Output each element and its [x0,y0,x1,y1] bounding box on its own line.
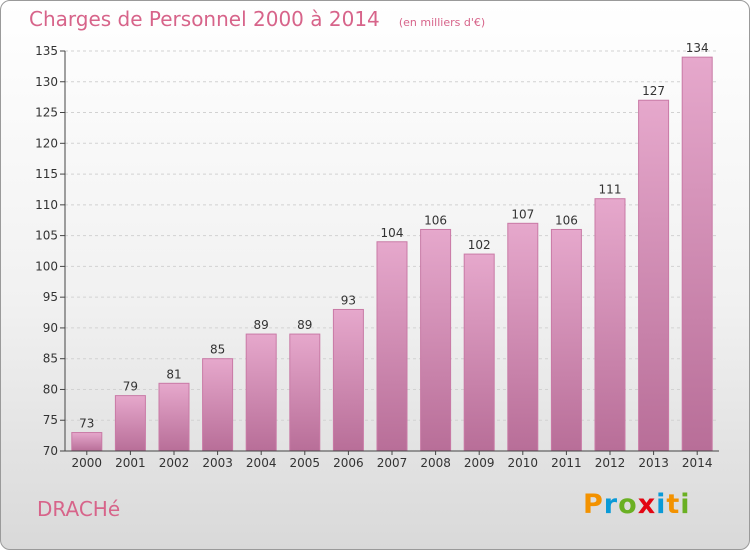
bar-2002 [158,382,190,452]
x-tick-label: 2007 [377,456,408,470]
brand-letter: i [656,489,667,520]
data-label: 106 [555,213,578,227]
data-label: 107 [511,207,534,221]
bar-2014 [681,56,713,452]
data-label: 89 [254,318,269,332]
y-tick-label: 110 [35,198,58,212]
chart-title: Charges de Personnel 2000 à 2014 [29,7,380,31]
y-tick-label: 135 [35,44,58,58]
bar-2006 [332,308,364,452]
bar-2008 [420,228,452,452]
y-tick-label: 75 [43,413,58,427]
brand-letter: x [637,489,657,520]
chart-subtitle: (en milliers d'€) [398,16,486,29]
data-label: 93 [341,293,356,307]
bar-2005 [289,333,321,452]
y-tick-label: 70 [43,444,58,458]
bar-2010 [507,222,539,452]
bar-2000 [71,432,103,452]
bars [71,56,713,452]
brand-letter: t [666,489,681,520]
brand-logo: Proxiti [583,489,691,520]
x-tick-label: 2014 [682,456,713,470]
x-tick-label: 2000 [72,456,103,470]
x-tick-label: 2004 [246,456,277,470]
bar-2009 [463,253,495,452]
y-tick-label: 95 [43,290,58,304]
data-label: 111 [599,183,622,197]
x-tick-label: 2012 [595,456,626,470]
data-label: 89 [297,318,312,332]
x-tick-label: 2009 [464,456,495,470]
y-tick-label: 130 [35,75,58,89]
bar-2013 [638,99,670,452]
x-tick-label: 2011 [551,456,582,470]
y-tick-label: 115 [35,167,58,181]
commune-name: DRACHé [37,497,121,521]
x-tick-label: 2008 [420,456,451,470]
x-tick-label: 2005 [290,456,321,470]
x-tick-label: 2003 [202,456,233,470]
data-label: 104 [381,226,404,240]
bar-2001 [114,395,146,452]
y-tick-label: 120 [35,136,58,150]
bar-2007 [376,241,408,452]
bar-2004 [245,333,277,452]
data-label: 134 [686,41,709,55]
axes [60,50,719,455]
data-label: 81 [166,367,181,381]
data-label: 79 [123,380,138,394]
y-tick-label: 125 [35,106,58,120]
data-label: 106 [424,213,447,227]
data-label: 85 [210,343,225,357]
labels: 70 75 80 85 90 95 100 105 110 115 120 125 130 135 2000… [35,41,712,470]
y-tick-label: 80 [43,382,58,396]
x-tick-label: 2013 [638,456,669,470]
y-tick-label: 100 [35,259,58,273]
data-label: 102 [468,238,491,252]
brand-letter: o [618,489,638,520]
bar-2003 [202,358,234,452]
y-tick-label: 90 [43,321,58,335]
y-tick-label: 85 [43,352,58,366]
y-tick-label: 105 [35,229,58,243]
x-tick-label: 2006 [333,456,364,470]
x-tick-label: 2002 [159,456,190,470]
x-tick-label: 2010 [508,456,539,470]
brand-letter: i [680,489,691,520]
brand-letter: P [583,489,604,520]
bar-2012 [594,198,626,452]
data-label: 73 [79,417,94,431]
brand-letter: r [603,489,619,520]
data-label: 127 [642,84,665,98]
x-tick-label: 2001 [115,456,146,470]
bar-2011 [550,228,582,452]
title-block: Charges de Personnel 2000 à 2014 (en mil… [29,7,485,31]
